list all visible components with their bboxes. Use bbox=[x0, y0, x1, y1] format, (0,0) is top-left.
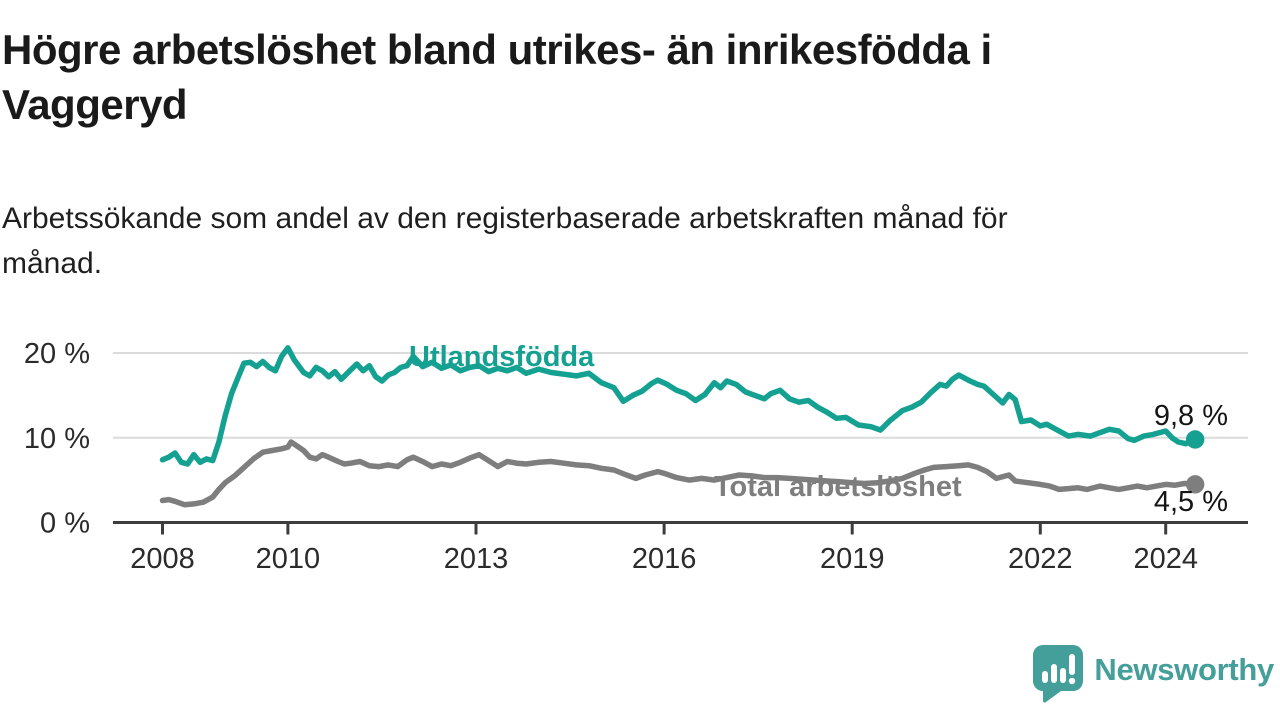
series-line-utlandsfodda bbox=[159, 345, 1198, 467]
x-tick-label-2008: 2008 bbox=[130, 543, 195, 575]
chart-title-line-2: Vaggeryd bbox=[2, 81, 188, 128]
y-tick-label-20: 20 % bbox=[24, 338, 90, 370]
chart-subtitle: Arbetssökande som andel av den registerb… bbox=[2, 196, 1202, 286]
series-label-total-arbetsloshet: Total arbetslöshet bbox=[714, 471, 962, 503]
x-tick-label-2019: 2019 bbox=[820, 543, 885, 575]
series-end-dot-total-arbetsloshet bbox=[1185, 475, 1205, 494]
y-tick-label-10: 10 % bbox=[24, 423, 90, 455]
chart-subtitle-line-2: månad. bbox=[2, 247, 103, 280]
newsworthy-logo: Newsworthy bbox=[1033, 645, 1274, 703]
series-end-dot-utlandsfodda bbox=[1185, 430, 1205, 449]
newsworthy-logo-text: Newsworthy bbox=[1094, 652, 1274, 687]
series-label-utlandsfodda: Utlandsfödda bbox=[409, 341, 595, 373]
series-line-total-arbetsloshet bbox=[159, 439, 1198, 508]
x-tick-label-2016: 2016 bbox=[632, 543, 697, 575]
x-tick-label-2022: 2022 bbox=[1008, 543, 1073, 575]
chart-subtitle-line-1: Arbetssökande som andel av den registerb… bbox=[2, 202, 1008, 235]
x-tick-label-2024: 2024 bbox=[1133, 543, 1198, 575]
x-tick-label-2010: 2010 bbox=[256, 543, 321, 575]
end-value-label-utlandsfodda: 9,8 % bbox=[1153, 400, 1228, 432]
x-tick-label-2013: 2013 bbox=[444, 543, 509, 575]
chart-title: Högre arbetslöshet bland utrikes- än inr… bbox=[2, 22, 1262, 132]
y-tick-label-0: 0 % bbox=[40, 508, 90, 540]
chart-title-line-1: Högre arbetslöshet bland utrikes- än inr… bbox=[2, 26, 992, 73]
bar-chart-speech-bubble-icon bbox=[1033, 645, 1084, 703]
end-value-label-total: 4,5 % bbox=[1153, 486, 1228, 518]
